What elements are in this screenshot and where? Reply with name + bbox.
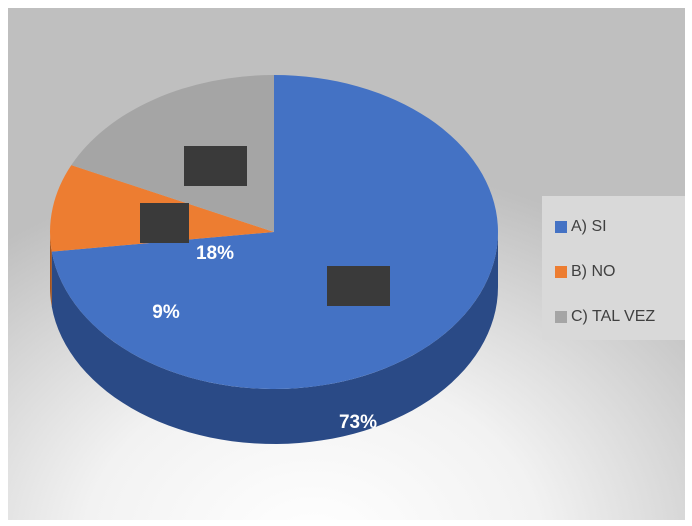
data-label: 18% bbox=[196, 243, 234, 264]
legend-swatch bbox=[555, 311, 567, 323]
legend: A) SI B) NO C) TAL VEZ bbox=[555, 218, 655, 325]
label-placeholders bbox=[140, 146, 390, 306]
pie bbox=[49, 75, 499, 444]
pie-side bbox=[51, 232, 499, 444]
placeholder-box bbox=[140, 203, 189, 243]
pie-side bbox=[50, 232, 52, 307]
placeholder-box bbox=[327, 266, 390, 306]
pie-slice bbox=[71, 75, 274, 232]
data-label: 73% bbox=[339, 412, 377, 433]
legend-label: B) NO bbox=[571, 263, 615, 280]
placeholder-box bbox=[184, 146, 247, 186]
legend-label: A) SI bbox=[571, 218, 607, 235]
legend-swatch bbox=[555, 266, 567, 278]
data-labels: 73% 9% 18% bbox=[152, 243, 377, 433]
legend-label: C) TAL VEZ bbox=[571, 308, 655, 325]
data-label: 9% bbox=[152, 302, 180, 323]
legend-swatch bbox=[555, 221, 567, 233]
pie-slice bbox=[51, 75, 499, 389]
